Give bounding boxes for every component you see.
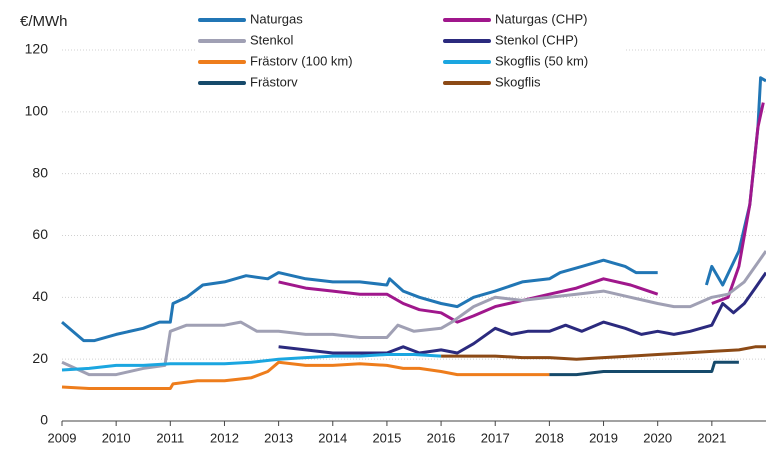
y-tick-label: 20 [32, 350, 48, 366]
legend-label: Stenkol [250, 32, 293, 47]
legend-label: Naturgas (CHP) [495, 11, 587, 26]
x-tick-label: 2013 [264, 430, 293, 445]
x-tick-label: 2021 [697, 430, 726, 445]
x-tick-label: 2014 [318, 430, 347, 445]
x-tick-label: 2020 [643, 430, 672, 445]
x-tick-label: 2009 [48, 430, 77, 445]
y-axis-label: €/MWh [20, 13, 68, 30]
series-line [278, 102, 765, 324]
series-line [61, 76, 766, 343]
x-tick-label: 2018 [535, 430, 564, 445]
y-tick-label: 40 [32, 288, 48, 304]
x-tick-label: 2016 [427, 430, 456, 445]
legend-label: Skogflis [495, 74, 541, 89]
legend-label: Stenkol (CHP) [495, 32, 578, 47]
legend-label: Frästorv [250, 74, 298, 89]
x-tick-label: 2015 [372, 430, 401, 445]
legend-box [195, 8, 625, 96]
legend-label: Frästorv (100 km) [250, 53, 353, 68]
y-tick-label: 60 [32, 226, 48, 242]
y-tick-label: 0 [40, 412, 48, 428]
y-tick-label: 80 [32, 164, 48, 180]
series-line [278, 271, 766, 355]
x-tick-label: 2010 [102, 430, 131, 445]
series-line [549, 360, 739, 377]
x-tick-label: 2012 [210, 430, 239, 445]
x-tick-label: 2011 [156, 430, 184, 445]
y-tick-label: 120 [25, 41, 49, 57]
series-line [61, 250, 766, 377]
legend-label: Naturgas [250, 11, 303, 26]
x-tick-label: 2019 [589, 430, 618, 445]
x-tick-label: 2017 [481, 430, 510, 445]
legend-label: Skogflis (50 km) [495, 53, 588, 68]
series-line [441, 345, 766, 361]
y-tick-label: 100 [25, 103, 49, 119]
series-line [61, 360, 550, 390]
series-line [61, 353, 442, 372]
